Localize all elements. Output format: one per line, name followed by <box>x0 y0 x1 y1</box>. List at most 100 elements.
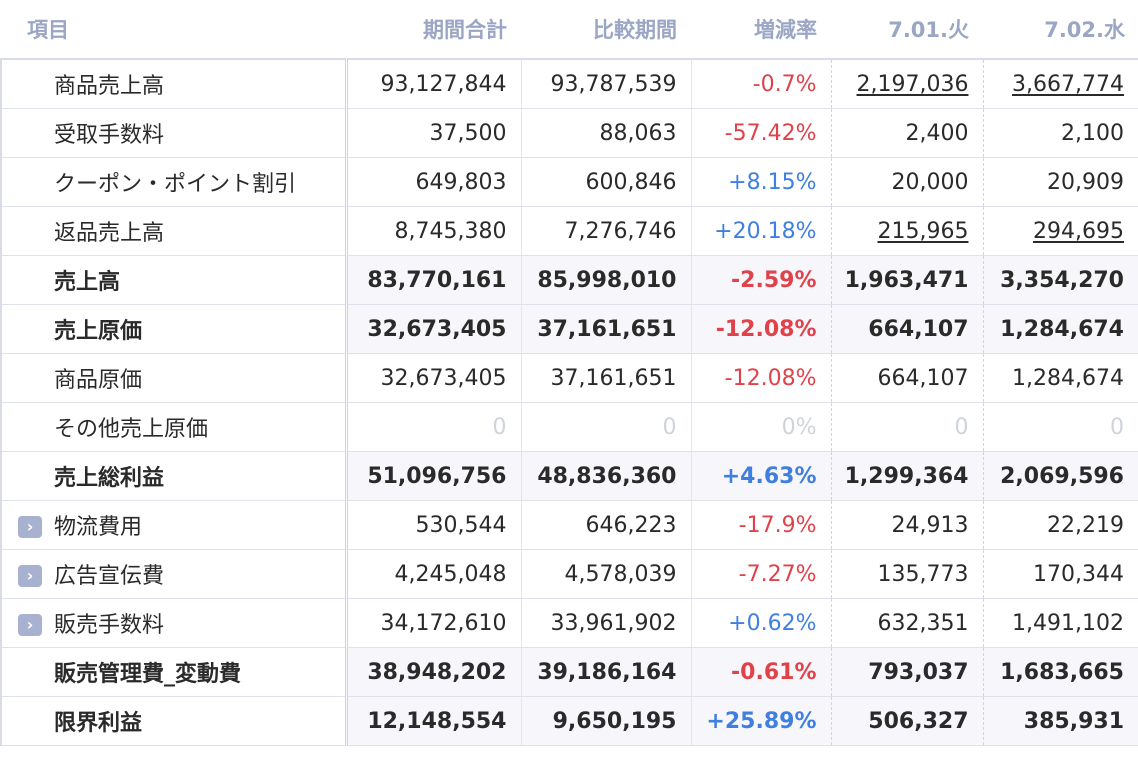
cell-day-2: 385,931 <box>982 696 1138 746</box>
header-comparison[interactable]: 比較期間 <box>521 0 691 60</box>
cell-day-2: 20,909 <box>982 157 1138 207</box>
cell-period-total: 8,745,380 <box>345 206 521 256</box>
cell-period-total: 0 <box>345 402 521 452</box>
row-label: 限界利益 <box>54 711 143 736</box>
cell-period-total: 32,673,405 <box>345 353 521 403</box>
header-day-2[interactable]: 7.02.水 <box>983 0 1138 60</box>
cell-change-rate: +25.89% <box>690 696 831 746</box>
cell-change-rate: -12.08% <box>690 304 831 354</box>
row-label: 物流費用 <box>54 515 143 540</box>
expandable-row: › 物流費用 530,544 646,223 -17.9% 24,913 22,2… <box>0 500 1138 550</box>
row-label-cell: 売上原価 <box>0 304 348 354</box>
row-label: 受取手数料 <box>54 123 165 148</box>
cell-change-rate: +0.62% <box>690 598 831 648</box>
drilldown-link[interactable]: 215,965 <box>877 218 969 244</box>
cell-day-1: 664,107 <box>830 353 983 403</box>
cell-period-total: 93,127,844 <box>345 59 521 109</box>
drilldown-link[interactable]: 3,667,774 <box>1012 71 1124 97</box>
row-label: その他売上原価 <box>54 417 209 442</box>
cell-comparison: 7,276,746 <box>520 206 691 256</box>
cell-comparison: 39,186,164 <box>520 647 691 697</box>
cell-change-rate: -2.59% <box>690 255 831 305</box>
row-label: 返品売上高 <box>54 221 165 246</box>
cell-day-1: 2,197,036 <box>830 59 983 109</box>
chevron-right-icon[interactable]: › <box>18 564 42 587</box>
row-label-cell: その他売上原価 <box>0 402 348 452</box>
cell-comparison: 33,961,902 <box>520 598 691 648</box>
pl-table: 項目 期間合計 比較期間 増減率 7.01.火 7.02.水 商品売上高 93,… <box>0 0 1138 746</box>
drilldown-link[interactable]: 2,197,036 <box>856 71 969 97</box>
row-label: 販売管理費_変動費 <box>54 662 242 687</box>
row-label-cell: 販売管理費_変動費 <box>0 647 348 697</box>
row-label: 商品原価 <box>54 368 143 393</box>
cell-day-1: 1,299,364 <box>830 451 983 501</box>
drilldown-link[interactable]: 294,695 <box>1033 218 1124 244</box>
row-label-cell: 商品売上高 <box>0 59 348 109</box>
cell-change-rate: -0.7% <box>690 59 831 109</box>
cell-day-2: 1,284,674 <box>982 304 1138 354</box>
row-label: 販売手数料 <box>54 613 165 638</box>
cell-period-total: 530,544 <box>345 500 521 550</box>
cell-day-2: 3,667,774 <box>982 59 1138 109</box>
cell-period-total: 83,770,161 <box>345 255 521 305</box>
cell-day-2: 0 <box>982 402 1138 452</box>
cell-change-rate: +8.15% <box>690 157 831 207</box>
cell-day-1: 24,913 <box>830 500 983 550</box>
chevron-right-icon[interactable]: › <box>18 613 42 636</box>
row-label: 売上高 <box>54 270 121 295</box>
cell-day-2: 3,354,270 <box>982 255 1138 305</box>
row-label-cell: 売上高 <box>0 255 348 305</box>
cell-change-rate: +20.18% <box>690 206 831 256</box>
table-row: 受取手数料 37,500 88,063 -57.42% 2,400 2,100 <box>0 108 1138 158</box>
cell-day-1: 2,400 <box>830 108 983 158</box>
cell-day-2: 22,219 <box>982 500 1138 550</box>
cell-change-rate: -12.08% <box>690 353 831 403</box>
cell-period-total: 649,803 <box>345 157 521 207</box>
subtotal-row: 売上総利益 51,096,756 48,836,360 +4.63% 1,299… <box>0 451 1138 501</box>
cell-day-2: 1,491,102 <box>982 598 1138 648</box>
subtotal-row: 販売管理費_変動費 38,948,202 39,186,164 -0.61% 7… <box>0 647 1138 697</box>
cell-day-1: 664,107 <box>830 304 983 354</box>
cell-comparison: 93,787,539 <box>520 59 691 109</box>
header-change-rate[interactable]: 増減率 <box>691 0 831 60</box>
chevron-right-icon[interactable]: › <box>18 515 42 538</box>
subtotal-row: 売上原価 32,673,405 37,161,651 -12.08% 664,1… <box>0 304 1138 354</box>
cell-day-1: 1,963,471 <box>830 255 983 305</box>
row-label-cell: › 物流費用 <box>0 500 348 550</box>
cell-day-2: 1,683,665 <box>982 647 1138 697</box>
table-row: クーポン・ポイント割引 649,803 600,846 +8.15% 20,00… <box>0 157 1138 207</box>
cell-period-total: 32,673,405 <box>345 304 521 354</box>
cell-change-rate: -7.27% <box>690 549 831 599</box>
cell-change-rate: -17.9% <box>690 500 831 550</box>
subtotal-row: 売上高 83,770,161 85,998,010 -2.59% 1,963,4… <box>0 255 1138 305</box>
cell-day-1: 0 <box>830 402 983 452</box>
row-label-cell: クーポン・ポイント割引 <box>0 157 348 207</box>
row-label: 商品売上高 <box>54 74 165 99</box>
row-label: 売上総利益 <box>54 466 165 491</box>
table-row: 返品売上高 8,745,380 7,276,746 +20.18% 215,96… <box>0 206 1138 256</box>
cell-period-total: 34,172,610 <box>345 598 521 648</box>
cell-comparison: 37,161,651 <box>520 304 691 354</box>
subtotal-row: 限界利益 12,148,554 9,650,195 +25.89% 506,32… <box>0 696 1138 746</box>
cell-period-total: 38,948,202 <box>345 647 521 697</box>
cell-comparison: 4,578,039 <box>520 549 691 599</box>
row-label-cell: › 販売手数料 <box>0 598 348 648</box>
cell-comparison: 9,650,195 <box>520 696 691 746</box>
table-row: 商品原価 32,673,405 37,161,651 -12.08% 664,1… <box>0 353 1138 403</box>
cell-comparison: 0 <box>520 402 691 452</box>
table-row: その他売上原価 0 0 0% 0 0 <box>0 402 1138 452</box>
cell-comparison: 646,223 <box>520 500 691 550</box>
cell-comparison: 85,998,010 <box>520 255 691 305</box>
cell-period-total: 12,148,554 <box>345 696 521 746</box>
header-day-1[interactable]: 7.01.火 <box>831 0 983 60</box>
row-label-cell: 商品原価 <box>0 353 348 403</box>
cell-day-1: 632,351 <box>830 598 983 648</box>
cell-comparison: 88,063 <box>520 108 691 158</box>
cell-day-2: 2,100 <box>982 108 1138 158</box>
header-row: 項目 期間合計 比較期間 増減率 7.01.火 7.02.水 <box>1 0 1138 60</box>
cell-comparison: 600,846 <box>520 157 691 207</box>
cell-day-2: 2,069,596 <box>982 451 1138 501</box>
header-period-total[interactable]: 期間合計 <box>346 0 521 60</box>
cell-period-total: 4,245,048 <box>345 549 521 599</box>
cell-day-2: 294,695 <box>982 206 1138 256</box>
